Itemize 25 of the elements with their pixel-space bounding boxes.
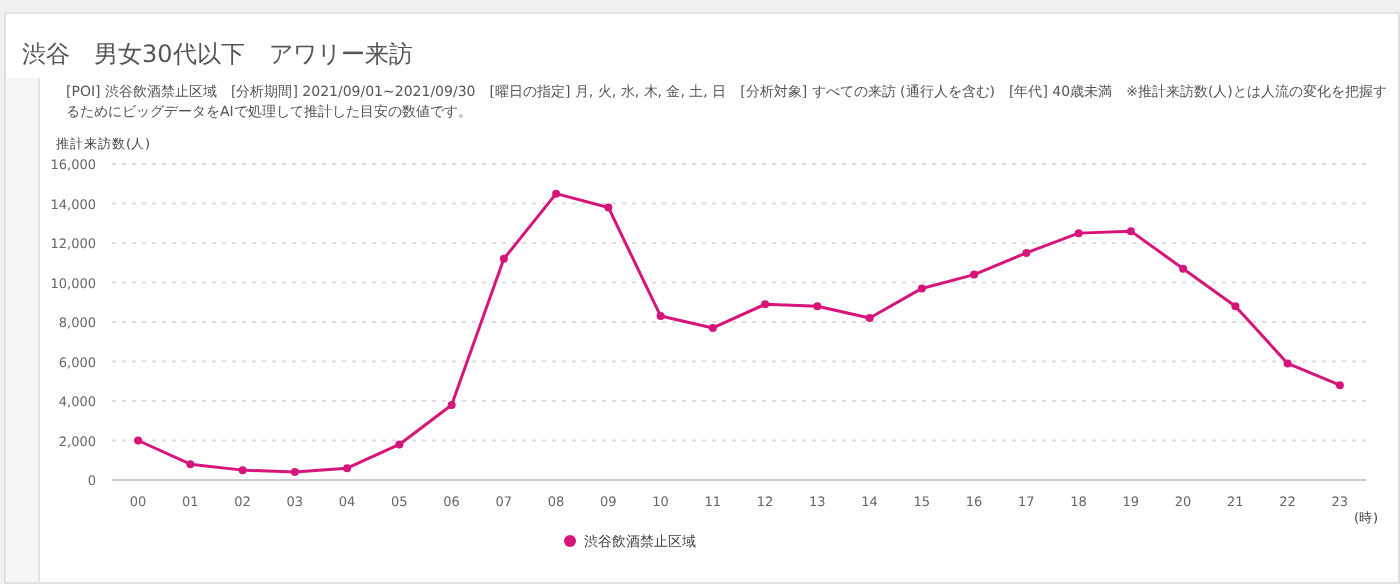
- point: [238, 466, 247, 475]
- point: [447, 400, 456, 409]
- point: [970, 270, 979, 279]
- point: [395, 440, 404, 449]
- point: [1022, 248, 1031, 257]
- point: [499, 254, 508, 263]
- point: [708, 323, 717, 332]
- point: [1283, 359, 1292, 368]
- point: [186, 460, 195, 469]
- point: [290, 468, 299, 477]
- point: [1231, 302, 1240, 311]
- point: [1074, 229, 1083, 238]
- point: [813, 302, 822, 311]
- chart-title: 渋谷 男女30代以下 アワリー来訪: [22, 38, 413, 72]
- point: [865, 314, 874, 323]
- point: [1179, 264, 1188, 273]
- point: [656, 312, 665, 321]
- point: [604, 203, 613, 212]
- point: [552, 189, 561, 198]
- point: [134, 436, 143, 445]
- point: [1126, 227, 1135, 236]
- point: [1335, 381, 1344, 390]
- point: [761, 300, 770, 309]
- point: [343, 464, 352, 473]
- point: [917, 284, 926, 293]
